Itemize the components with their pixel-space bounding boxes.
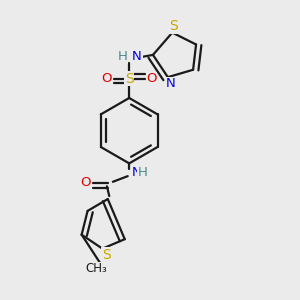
Text: H: H bbox=[138, 166, 148, 179]
Text: S: S bbox=[125, 72, 134, 86]
Text: N: N bbox=[132, 50, 142, 63]
Text: CH₃: CH₃ bbox=[85, 262, 107, 275]
Text: H: H bbox=[118, 50, 128, 63]
Text: O: O bbox=[146, 72, 157, 85]
Text: O: O bbox=[102, 72, 112, 85]
Text: S: S bbox=[102, 248, 110, 262]
Text: N: N bbox=[132, 166, 142, 179]
Text: O: O bbox=[80, 176, 91, 189]
Text: S: S bbox=[169, 19, 178, 33]
Text: N: N bbox=[165, 77, 175, 90]
